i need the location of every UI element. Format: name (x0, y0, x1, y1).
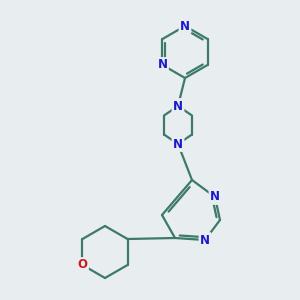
Text: N: N (210, 190, 220, 203)
Text: N: N (173, 137, 183, 151)
Text: N: N (173, 100, 183, 112)
Text: O: O (77, 259, 88, 272)
Text: N: N (200, 233, 210, 247)
Text: N: N (158, 58, 167, 71)
Text: N: N (180, 20, 190, 32)
